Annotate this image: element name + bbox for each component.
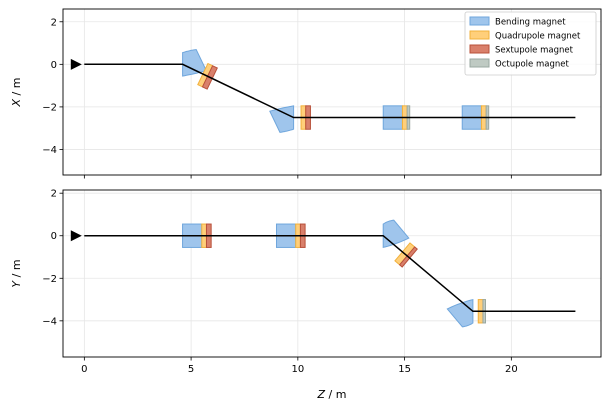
x-tick-label: 0 bbox=[81, 364, 87, 375]
x-axis-label: Z / m bbox=[317, 388, 347, 401]
beam-trajectory bbox=[84, 63, 576, 119]
y-tick-label: −4 bbox=[42, 145, 57, 156]
legend-label: Octupole magnet bbox=[495, 60, 569, 70]
x-tick-label: 10 bbox=[291, 364, 304, 375]
y-tick-label: 0 bbox=[51, 60, 57, 71]
beam-trajectory bbox=[84, 234, 576, 313]
x-tick-label: 15 bbox=[398, 364, 411, 375]
panel-1: 2 0 −2 −4 X / m Bending magnet Quadrupole magn… bbox=[10, 8, 602, 179]
y-tick-label: −4 bbox=[42, 316, 57, 327]
y-tick-label: −2 bbox=[42, 102, 57, 113]
legend-label: Quadrupole magnet bbox=[495, 32, 581, 42]
axes-frame bbox=[62, 189, 602, 358]
x-tick-label: 20 bbox=[505, 364, 518, 375]
legend-swatch bbox=[469, 30, 490, 40]
panel-2: 20−2−40 5 10 15 20Y / m bbox=[10, 189, 602, 375]
bending-magnet bbox=[182, 48, 207, 77]
legend-swatch bbox=[469, 44, 490, 54]
legend-label: Sextupole magnet bbox=[495, 46, 574, 56]
source-marker bbox=[70, 58, 82, 70]
legend-swatch bbox=[469, 16, 490, 26]
legend-label: Bending magnet bbox=[495, 18, 566, 28]
legend-frame bbox=[464, 11, 597, 76]
y-tick-label: 2 bbox=[51, 17, 57, 28]
y-tick-label: −2 bbox=[42, 274, 57, 285]
legend: Bending magnet Quadrupole magnet Sextupole… bbox=[464, 11, 597, 76]
legend-swatch bbox=[469, 58, 490, 68]
x-tick-label: 5 bbox=[188, 364, 194, 375]
y-axis-label: Y / m bbox=[10, 259, 23, 287]
y-axis-label: X / m bbox=[10, 78, 23, 108]
y-tick-label: 2 bbox=[51, 189, 57, 200]
panel-content bbox=[70, 219, 576, 328]
source-marker bbox=[70, 230, 82, 242]
axes-frame bbox=[62, 8, 602, 176]
bending-magnet bbox=[446, 298, 474, 328]
bending-magnet bbox=[269, 105, 295, 133]
y-tick-label: 0 bbox=[51, 231, 57, 242]
panel-content bbox=[70, 48, 576, 133]
